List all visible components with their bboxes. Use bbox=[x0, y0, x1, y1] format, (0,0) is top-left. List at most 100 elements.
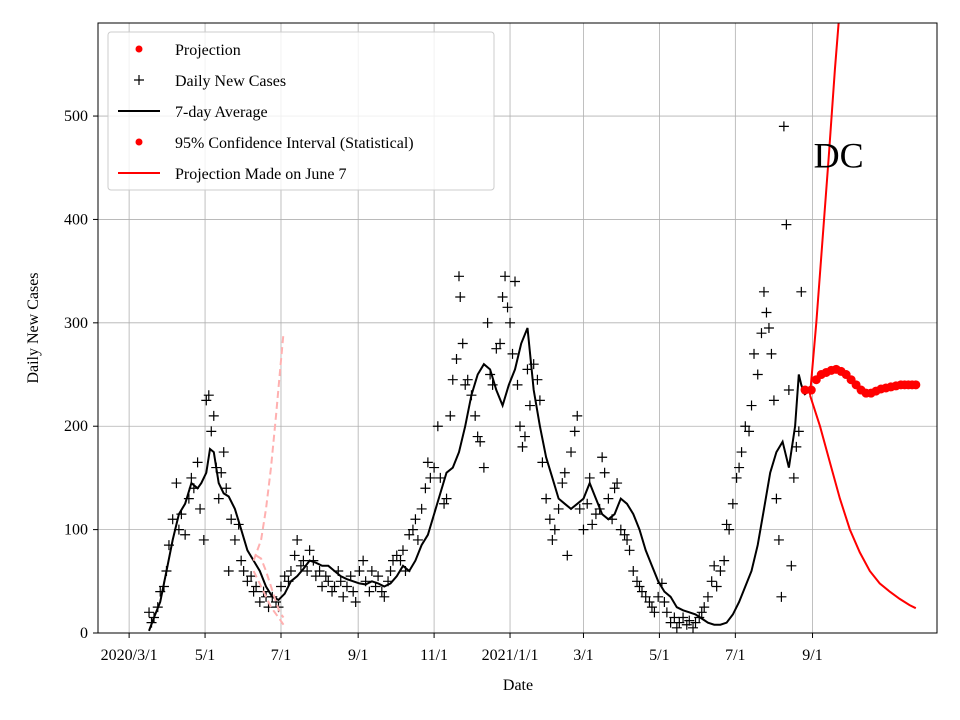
daily-case-marker bbox=[254, 596, 265, 607]
daily-case-marker bbox=[348, 586, 359, 597]
daily-case-marker bbox=[719, 555, 730, 566]
daily-case-marker bbox=[632, 576, 643, 587]
daily-case-marker bbox=[569, 426, 580, 437]
legend-label: 7-day Average bbox=[175, 104, 268, 121]
daily-case-marker bbox=[768, 395, 779, 406]
daily-case-marker bbox=[507, 348, 518, 359]
daily-case-marker bbox=[500, 271, 511, 282]
daily-case-marker bbox=[582, 498, 593, 509]
daily-case-marker bbox=[206, 426, 217, 437]
daily-case-marker bbox=[612, 478, 623, 489]
daily-case-marker bbox=[758, 286, 769, 297]
daily-case-marker bbox=[547, 534, 558, 545]
region-annotation: DC bbox=[814, 135, 864, 175]
daily-case-marker bbox=[373, 571, 384, 582]
daily-case-marker bbox=[619, 529, 630, 540]
daily-case-marker bbox=[778, 121, 789, 132]
daily-case-marker bbox=[350, 596, 361, 607]
daily-case-marker bbox=[756, 328, 767, 339]
daily-case-marker bbox=[289, 550, 300, 561]
daily-case-marker bbox=[236, 555, 247, 566]
daily-case-marker bbox=[310, 571, 321, 582]
daily-case-marker bbox=[354, 565, 365, 576]
projection-dot bbox=[806, 385, 816, 395]
daily-case-marker bbox=[366, 565, 377, 576]
daily-case-marker bbox=[559, 467, 570, 478]
daily-case-marker bbox=[599, 467, 610, 478]
projection-dot bbox=[800, 385, 810, 395]
x-tick-label: 7/1 bbox=[725, 647, 745, 664]
daily-case-marker bbox=[706, 576, 717, 587]
daily-case-marker bbox=[429, 462, 440, 473]
y-tick-label: 200 bbox=[64, 418, 88, 435]
daily-case-marker bbox=[395, 555, 406, 566]
daily-case-marker bbox=[788, 472, 799, 483]
daily-case-marker bbox=[776, 591, 787, 602]
daily-case-marker bbox=[155, 586, 166, 597]
daily-case-marker bbox=[636, 586, 647, 597]
daily-case-marker bbox=[690, 617, 701, 628]
daily-case-marker bbox=[724, 524, 735, 535]
daily-case-marker bbox=[329, 581, 340, 592]
series-line-projection-made-on-june-7-lower bbox=[809, 394, 917, 610]
daily-case-marker bbox=[447, 374, 458, 385]
daily-case-marker bbox=[678, 612, 689, 623]
daily-case-marker bbox=[544, 514, 555, 525]
daily-case-marker bbox=[665, 617, 676, 628]
daily-case-marker bbox=[341, 581, 352, 592]
daily-case-marker bbox=[495, 338, 506, 349]
daily-case-marker bbox=[470, 410, 481, 421]
daily-case-marker bbox=[472, 431, 483, 442]
daily-case-marker bbox=[478, 462, 489, 473]
daily-case-marker bbox=[298, 555, 309, 566]
daily-case-marker bbox=[562, 550, 573, 561]
daily-case-marker bbox=[195, 503, 206, 514]
daily-case-marker bbox=[460, 379, 471, 390]
daily-case-marker bbox=[702, 591, 713, 602]
daily-case-marker bbox=[524, 400, 535, 411]
daily-case-marker bbox=[497, 291, 508, 302]
daily-case-marker bbox=[376, 586, 387, 597]
daily-case-marker bbox=[783, 385, 794, 396]
daily-case-marker bbox=[709, 560, 720, 571]
daily-case-marker bbox=[553, 503, 564, 514]
daily-case-marker bbox=[510, 276, 521, 287]
daily-case-marker bbox=[669, 612, 680, 623]
y-tick-label: 400 bbox=[64, 211, 88, 228]
daily-case-marker bbox=[517, 441, 528, 452]
daily-case-marker bbox=[422, 457, 433, 468]
daily-case-marker bbox=[208, 410, 219, 421]
daily-case-marker bbox=[167, 514, 178, 525]
x-tick-label: 3/1 bbox=[573, 647, 593, 664]
daily-case-marker bbox=[410, 514, 421, 525]
daily-case-marker bbox=[435, 472, 446, 483]
daily-case-marker bbox=[455, 291, 466, 302]
legend: Projection Daily New Cases 7-day Average 95… bbox=[107, 31, 495, 191]
daily-case-marker bbox=[773, 534, 784, 545]
daily-case-marker bbox=[397, 545, 408, 556]
daily-case-marker bbox=[213, 493, 224, 504]
daily-case-marker bbox=[615, 524, 626, 535]
x-tick-label: 7/1 bbox=[271, 647, 291, 664]
daily-case-marker bbox=[761, 307, 772, 318]
daily-case-marker bbox=[574, 503, 585, 514]
daily-case-marker bbox=[246, 571, 257, 582]
daily-case-marker bbox=[457, 338, 468, 349]
daily-case-marker bbox=[674, 617, 685, 628]
daily-case-marker bbox=[320, 571, 331, 582]
daily-case-marker bbox=[744, 426, 755, 437]
daily-case-marker bbox=[649, 607, 660, 618]
daily-case-marker bbox=[715, 565, 726, 576]
daily-case-marker bbox=[634, 581, 645, 592]
y-axis-label: Daily New Cases bbox=[25, 272, 42, 383]
daily-case-marker bbox=[404, 529, 415, 540]
series-line-earlier-projection-lower-faded bbox=[252, 570, 285, 626]
daily-case-marker bbox=[796, 286, 807, 297]
daily-case-marker bbox=[711, 581, 722, 592]
daily-case-marker bbox=[566, 447, 577, 458]
x-tick-label: 2020/3/1 bbox=[101, 647, 158, 664]
x-tick-label: 9/1 bbox=[802, 647, 822, 664]
daily-case-marker bbox=[766, 348, 777, 359]
daily-case-marker bbox=[781, 219, 792, 230]
daily-case-marker bbox=[727, 498, 738, 509]
